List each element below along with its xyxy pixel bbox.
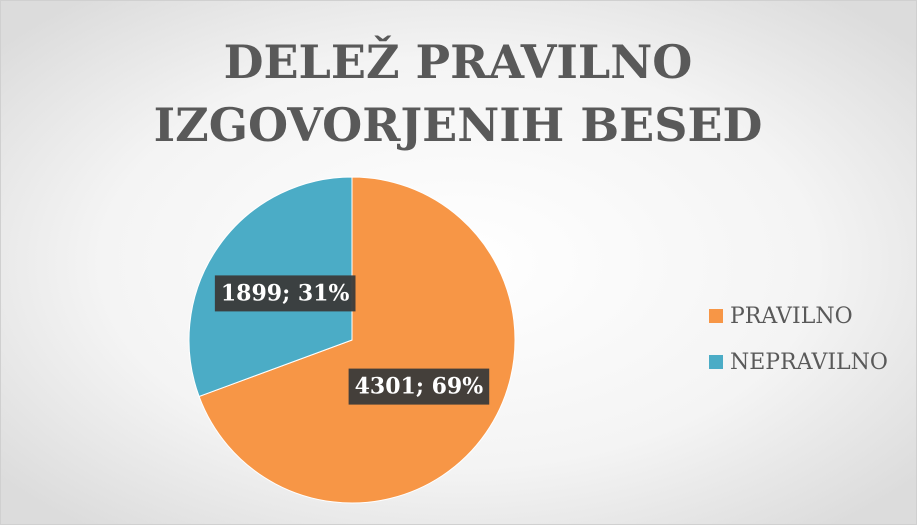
- data-label: 4301; 69%: [348, 368, 490, 405]
- legend-swatch: [709, 309, 723, 323]
- data-label-text: 1899; 31%: [221, 280, 350, 306]
- pie-slice: [198, 176, 516, 504]
- data-label-box: [348, 368, 490, 405]
- chart-title: DELEŽ PRAVILNO: [224, 34, 693, 89]
- legend-swatch: [709, 355, 723, 369]
- legend-label: NEPRAVILNO: [730, 350, 888, 375]
- data-label-box: [214, 275, 356, 312]
- legend-label: PRAVILNO: [730, 304, 853, 329]
- data-label-text: 4301; 69%: [355, 374, 484, 400]
- data-label: 1899; 31%: [214, 275, 356, 312]
- chart-title: IZGOVORJENIH BESED: [154, 98, 763, 152]
